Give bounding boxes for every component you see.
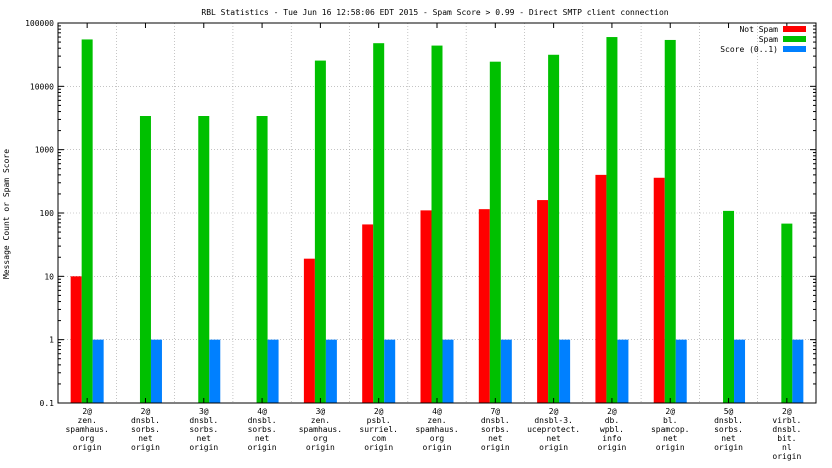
bar-not-spam bbox=[362, 224, 374, 403]
x-tick-label: 2@ bl. spamcop. net origin bbox=[651, 407, 690, 452]
bar-score-0-1 bbox=[675, 339, 687, 403]
bar-spam bbox=[723, 210, 735, 403]
x-tick-label: 2@ dnsbl. sorbs. net origin bbox=[131, 407, 160, 452]
x-tick-label: 3@ zen. spamhaus. org origin bbox=[299, 407, 342, 452]
y-tick-label: 1 bbox=[49, 336, 54, 345]
bar-spam bbox=[489, 61, 501, 403]
x-tick-label: 7@ dnsbl. sorbs. net origin bbox=[481, 407, 510, 452]
bar-score-0-1 bbox=[734, 339, 746, 403]
x-tick-label: 2@ virbl. dnsbl. bit. nl origin bbox=[772, 407, 801, 461]
x-tick-label: 2@ zen. spamhaus. org origin bbox=[65, 407, 108, 452]
y-tick-label: 100 bbox=[40, 209, 55, 218]
bar-spam bbox=[606, 37, 618, 404]
bar-not-spam bbox=[478, 209, 490, 403]
bar-spam bbox=[314, 60, 326, 404]
bar-not-spam bbox=[420, 210, 432, 403]
x-tick-label: 2@ dnsbl-3. uceprotect. net origin bbox=[527, 407, 580, 452]
legend-label: Score (0..1) bbox=[720, 45, 778, 54]
bar-score-0-1 bbox=[442, 339, 454, 403]
bar-not-spam bbox=[303, 258, 315, 403]
bar-spam bbox=[781, 223, 793, 403]
x-tick-label: 3@ dnsbl. sorbs. net origin bbox=[189, 407, 218, 452]
legend-swatch bbox=[783, 26, 806, 32]
bar-score-0-1 bbox=[559, 339, 571, 403]
bar-score-0-1 bbox=[150, 339, 162, 403]
y-tick-label: 10000 bbox=[30, 82, 54, 91]
y-tick-label: 10 bbox=[44, 272, 54, 281]
bar-score-0-1 bbox=[92, 339, 104, 403]
bar-score-0-1 bbox=[325, 339, 337, 403]
y-tick-label: 1000 bbox=[35, 146, 54, 155]
bar-spam bbox=[139, 116, 151, 403]
x-tick-label: 4@ zen. spamhaus. org origin bbox=[415, 407, 458, 452]
bar-score-0-1 bbox=[792, 339, 804, 403]
bar-spam bbox=[256, 116, 268, 403]
y-axis-ticks: 0.1 1 10 100 1000 10000 100000 bbox=[25, 19, 816, 408]
bar-score-0-1 bbox=[209, 339, 221, 403]
chart-title: RBL Statistics - Tue Jun 16 12:58:06 EDT… bbox=[201, 8, 668, 17]
y-tick-label: 100000 bbox=[25, 19, 54, 28]
bar-spam bbox=[548, 54, 560, 403]
legend-label: Not Spam bbox=[739, 25, 778, 34]
legend-swatch bbox=[783, 46, 806, 52]
bar-score-0-1 bbox=[384, 339, 396, 403]
legend-label: Spam bbox=[759, 35, 778, 44]
bar-score-0-1 bbox=[500, 339, 512, 403]
bar-not-spam bbox=[70, 276, 82, 403]
bar-score-0-1 bbox=[267, 339, 279, 403]
x-tick-label: 2@ db. wpbl. info origin bbox=[597, 407, 626, 452]
legend-swatch bbox=[783, 36, 806, 42]
x-tick-label: 2@ psbl. surriel. com origin bbox=[359, 407, 398, 452]
x-tick-label: 5@ dnsbl. sorbs. net origin bbox=[714, 407, 743, 452]
bars bbox=[70, 37, 804, 404]
bar-spam bbox=[664, 39, 676, 403]
y-axis-label: Message Count or Spam Score bbox=[2, 149, 11, 279]
x-axis-labels: 2@ zen. spamhaus. org origin 2@ dnsbl. sorbs. ne… bbox=[65, 23, 801, 461]
bar-not-spam bbox=[595, 174, 607, 403]
bar-not-spam bbox=[537, 200, 549, 403]
bar-spam bbox=[373, 43, 385, 404]
bar-spam bbox=[81, 39, 93, 403]
bar-score-0-1 bbox=[617, 339, 629, 403]
y-tick-label: 0.1 bbox=[40, 399, 55, 408]
bar-not-spam bbox=[653, 177, 665, 403]
bar-spam bbox=[198, 116, 210, 403]
bar-spam bbox=[431, 45, 443, 403]
x-tick-label: 4@ dnsbl. sorbs. net origin bbox=[248, 407, 277, 452]
